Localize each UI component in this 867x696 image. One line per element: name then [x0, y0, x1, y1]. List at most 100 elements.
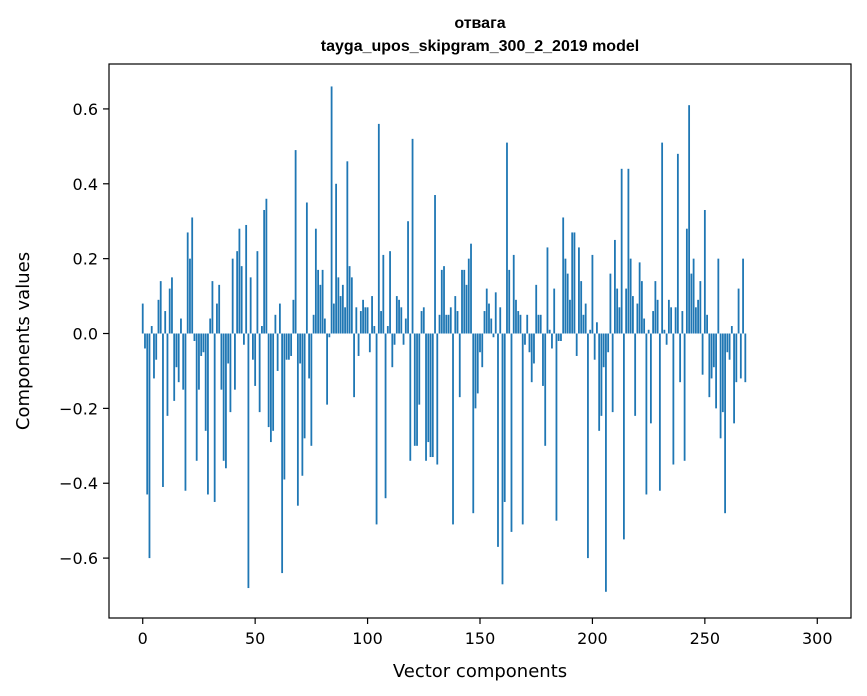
bar: [344, 307, 346, 334]
bar: [587, 333, 589, 559]
bar: [620, 168, 623, 334]
bar: [171, 277, 173, 334]
bar: [326, 333, 328, 405]
bar: [144, 333, 146, 349]
bar: [380, 311, 382, 334]
bar: [413, 333, 416, 446]
bar: [535, 284, 538, 334]
bar: [524, 333, 526, 345]
bar: [321, 269, 324, 334]
bar: [506, 142, 508, 334]
bar: [488, 303, 490, 334]
bar: [530, 333, 533, 383]
bar: [701, 333, 704, 375]
bar: [258, 333, 261, 413]
bar: [566, 273, 569, 334]
bar: [164, 311, 167, 334]
bar: [267, 333, 270, 428]
bar: [364, 307, 367, 334]
bar: [328, 333, 331, 338]
bar: [303, 333, 306, 439]
bar: [443, 266, 445, 334]
bar: [411, 138, 414, 334]
x-axis-ticks: 0 50 100 150 200 250 300: [138, 618, 833, 648]
bar: [703, 209, 706, 334]
x-tick-label: 100: [352, 629, 383, 648]
bar: [528, 333, 531, 353]
bar: [649, 333, 652, 424]
bar: [202, 333, 205, 353]
bar: [605, 333, 607, 592]
bar: [490, 318, 493, 334]
bar: [499, 307, 502, 334]
bar: [685, 228, 688, 334]
bar: [263, 209, 266, 334]
bar: [452, 333, 454, 525]
bar: [679, 333, 682, 383]
y-tick-label: −0.6: [59, 549, 98, 568]
bar: [191, 217, 194, 334]
bar: [440, 269, 443, 334]
bar: [694, 307, 697, 334]
bar: [611, 333, 614, 413]
bar: [573, 232, 576, 334]
bar: [681, 311, 684, 334]
bar: [182, 333, 185, 390]
bar: [712, 333, 715, 368]
bar: [398, 299, 400, 334]
chart-title: отвага: [454, 15, 505, 32]
bar: [526, 314, 529, 334]
bar: [663, 329, 666, 334]
bar: [335, 183, 337, 334]
bar: [537, 314, 540, 334]
bar: [249, 277, 252, 334]
bar: [198, 333, 200, 390]
bar: [386, 326, 389, 334]
bar: [667, 299, 670, 334]
x-axis-label: Vector components: [393, 661, 567, 682]
bar: [674, 307, 677, 334]
bar: [508, 269, 511, 334]
bar: [519, 314, 522, 334]
y-axis-ticks: −0.6 −0.4 −0.2 0.0 0.2 0.4 0.6: [59, 100, 109, 568]
bar: [157, 299, 160, 334]
bar: [278, 303, 281, 334]
bar: [238, 228, 241, 334]
bar: [492, 333, 495, 338]
bar: [177, 333, 180, 383]
bar: [544, 333, 547, 446]
bar: [688, 105, 691, 334]
bar: [706, 314, 708, 334]
bar: [274, 314, 277, 334]
bar: [409, 333, 412, 461]
bar: [175, 333, 178, 368]
bar: [683, 333, 686, 461]
bar: [658, 333, 661, 491]
bar: [301, 333, 304, 476]
bar: [717, 258, 720, 334]
bar: [634, 333, 637, 416]
bar: [602, 333, 605, 368]
bar: [569, 299, 571, 334]
bar: [247, 333, 250, 589]
bar: [355, 307, 358, 334]
bar: [625, 288, 628, 334]
bar: [337, 277, 340, 334]
bar: [654, 281, 657, 334]
bar: [465, 284, 468, 334]
bar: [299, 333, 302, 364]
bar: [341, 284, 344, 334]
bar: [699, 281, 702, 334]
bar: [400, 307, 403, 334]
bar: [629, 258, 632, 334]
bar: [726, 333, 729, 353]
bar: [146, 333, 149, 495]
bar: [598, 333, 601, 431]
bar: [276, 333, 279, 371]
bar: [231, 258, 234, 334]
bar: [272, 333, 275, 431]
bar: [690, 273, 693, 334]
bar: [348, 266, 351, 334]
bar: [539, 314, 542, 334]
bar: [420, 311, 423, 334]
